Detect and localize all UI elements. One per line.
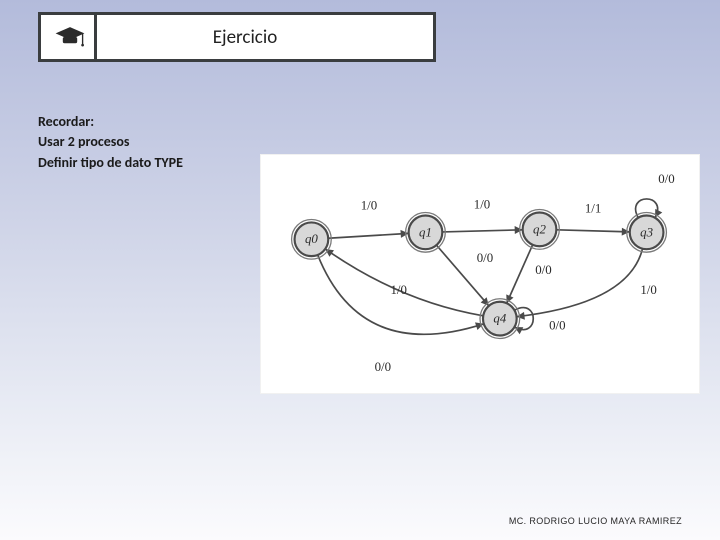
- note-line: Recordar:: [38, 112, 183, 132]
- svg-text:1/0: 1/0: [390, 283, 406, 297]
- svg-text:q4: q4: [493, 312, 506, 326]
- notes: Recordar: Usar 2 procesos Definir tipo d…: [38, 112, 183, 173]
- svg-text:1/0: 1/0: [361, 199, 377, 213]
- state-diagram: 1/0 1/0 1/1 0/0 0/0 0/0 1/0 1/0 0/0 0/0 q0 q1 q2 q3 q4: [260, 154, 700, 394]
- svg-text:0/0: 0/0: [375, 360, 391, 374]
- footer-author: MC. RODRIGO LUCIO MAYA RAMIREZ: [509, 516, 682, 526]
- title-text: Ejercicio: [97, 26, 433, 49]
- svg-text:q3: q3: [640, 225, 653, 239]
- title-card: Ejercicio: [38, 12, 436, 62]
- graduation-cap-icon: [45, 15, 97, 59]
- svg-text:0/0: 0/0: [658, 172, 674, 186]
- note-line: Definir tipo de dato TYPE: [38, 153, 183, 173]
- svg-text:q0: q0: [305, 232, 318, 246]
- diagram-svg: 1/0 1/0 1/1 0/0 0/0 0/0 1/0 1/0 0/0 0/0 q0 q1 q2 q3 q4: [261, 155, 699, 393]
- svg-text:1/1: 1/1: [585, 202, 601, 216]
- svg-text:1/0: 1/0: [474, 198, 490, 212]
- svg-text:1/0: 1/0: [640, 283, 656, 297]
- svg-text:0/0: 0/0: [549, 319, 565, 333]
- note-line: Usar 2 procesos: [38, 132, 183, 152]
- svg-text:q2: q2: [533, 222, 546, 236]
- svg-text:q1: q1: [419, 225, 432, 239]
- svg-text:0/0: 0/0: [477, 251, 493, 265]
- svg-text:0/0: 0/0: [535, 263, 551, 277]
